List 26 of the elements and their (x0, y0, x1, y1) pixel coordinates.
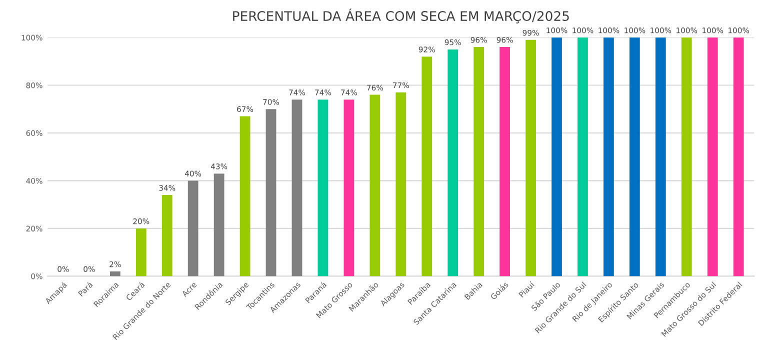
bar (707, 38, 718, 276)
bar (500, 47, 510, 276)
bar (136, 228, 146, 276)
bar (552, 38, 562, 276)
bar (318, 100, 328, 276)
bar (629, 38, 640, 276)
bar (292, 100, 302, 276)
chart-title: PERCENTUAL DA ÁREA COM SECA EM MARÇO/2025 (233, 8, 569, 24)
bar (370, 94, 380, 276)
bar (474, 47, 484, 276)
bar (655, 38, 666, 276)
bar (266, 109, 276, 276)
bar (448, 49, 458, 276)
bar (240, 116, 250, 276)
bar (526, 40, 536, 276)
bar (188, 180, 198, 276)
bar (110, 271, 120, 276)
bar (604, 38, 614, 276)
bar (162, 195, 172, 276)
bar (733, 38, 744, 276)
bar (578, 38, 588, 276)
bar (681, 38, 692, 276)
bar (214, 174, 224, 276)
bar (344, 100, 354, 276)
bar (396, 92, 406, 276)
bar (422, 56, 432, 276)
